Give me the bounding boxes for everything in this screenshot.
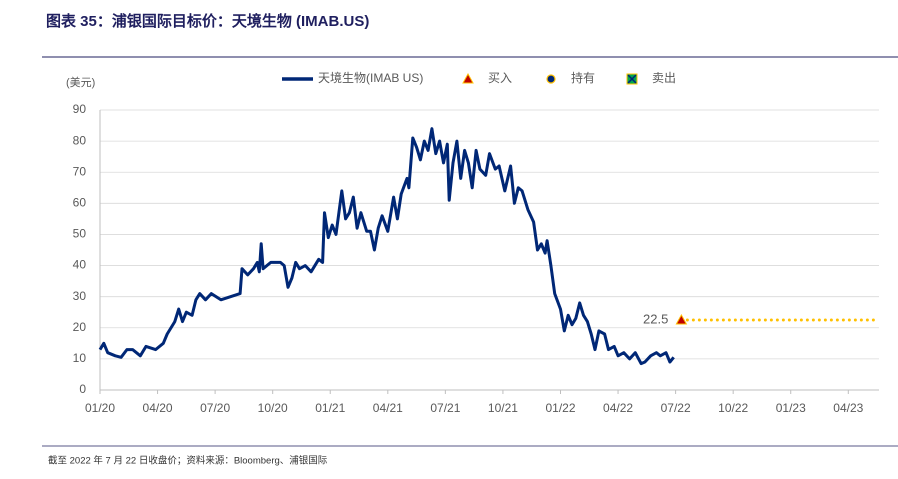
target-label: 22.5 [643,311,668,326]
x-tick-label: 04/20 [143,401,173,415]
legend-label: 买入 [488,71,512,85]
x-tick-label: 01/20 [85,401,115,415]
y-tick-label: 60 [73,196,87,210]
y-tick-label: 90 [73,102,87,116]
x-tick-label: 01/23 [776,401,806,415]
legend-icon [462,72,474,84]
x-tick-label: 04/23 [833,401,863,415]
price-line [98,127,675,366]
y-tick-label: 30 [73,289,87,303]
x-tick-label: 07/22 [661,401,691,415]
y-tick-label: 20 [73,320,87,334]
y-tick-label: 80 [73,133,87,147]
x-tick-label: 01/22 [545,401,575,415]
target-marker [675,313,688,325]
legend-icon [546,74,556,84]
y-tick-label: 0 [79,382,86,396]
x-tick-label: 04/21 [373,401,403,415]
x-tick-label: 07/21 [430,401,460,415]
y-tick-label: 10 [73,351,87,365]
x-tick-label: 01/21 [315,401,345,415]
legend-label: 持有 [571,70,595,85]
y-tick-label: 40 [73,258,87,272]
footnote: 截至 2022 年 7 月 22 日收盘价；资料来源：Bloomberg、浦银国… [48,455,328,467]
y-axis-label: (美元) [66,76,95,89]
legend-label: 卖出 [652,71,676,85]
x-tick-label: 10/20 [258,401,288,415]
x-tick-label: 10/21 [488,401,518,415]
x-tick-label: 04/22 [603,401,633,415]
x-tick-label: 10/22 [718,401,748,415]
chart-title: 图表 35：浦银国际目标价：天境生物 (IMAB.US) [46,12,369,30]
y-tick-label: 50 [73,227,87,241]
legend-icon [627,74,637,84]
x-tick-label: 07/20 [200,401,230,415]
y-tick-label: 70 [73,164,87,178]
legend-label: 天境生物(IMAB US) [318,70,423,85]
